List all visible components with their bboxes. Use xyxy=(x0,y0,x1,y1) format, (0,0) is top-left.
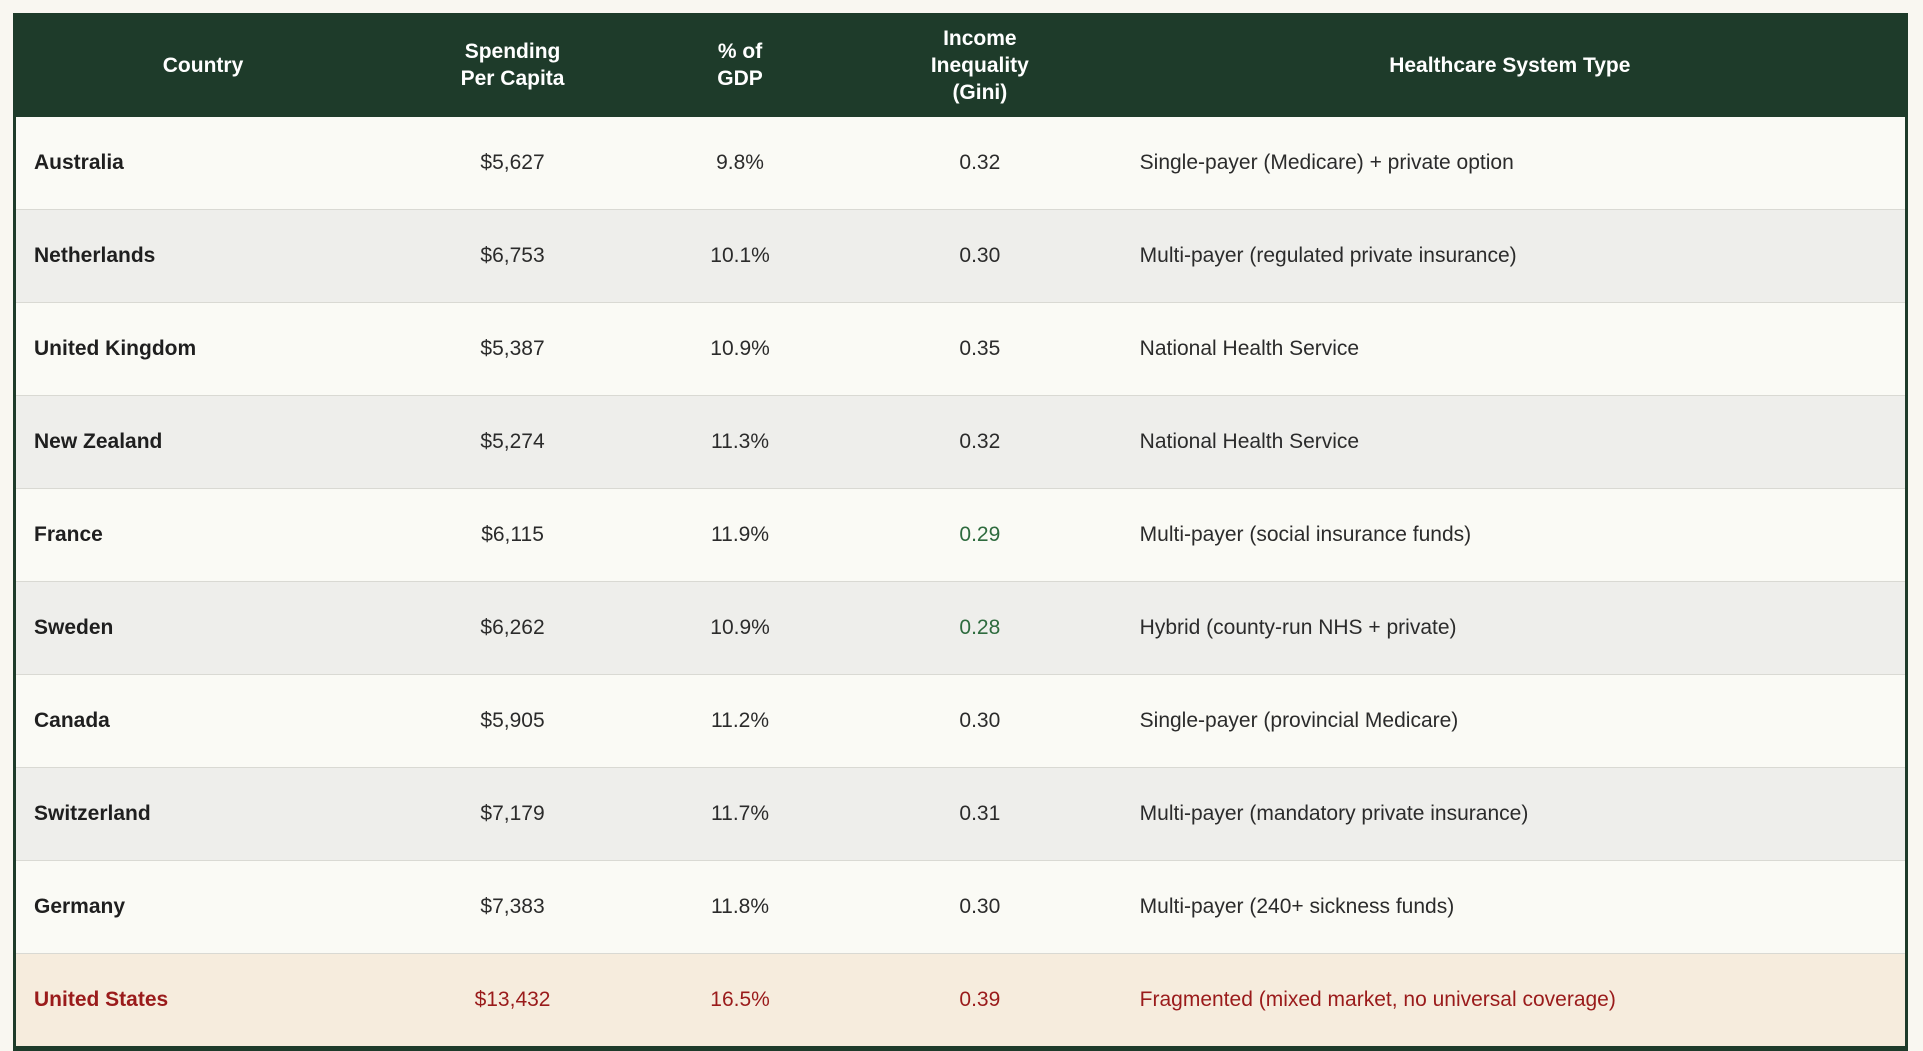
cell-system: Single-payer (provincial Medicare) xyxy=(1114,673,1907,768)
cell-gdp: 11.7% xyxy=(635,766,846,861)
cell-gini: 0.32 xyxy=(959,150,1001,174)
table-row: Switzerland $7,179 11.7% 0.31 Multi-payer (m… xyxy=(14,766,1907,861)
cell-gdp: 9.8% xyxy=(716,150,764,174)
cell-system: Fragmented (mixed market, no universal c… xyxy=(1114,952,1907,1049)
cell-gini: 0.30 xyxy=(845,673,1115,768)
table-row-highlight: United States $13,432 16.5% 0.39 Fragmented … xyxy=(14,952,1907,1049)
cell-gdp: 11.2% xyxy=(635,673,846,768)
cell-spending: $7,179 xyxy=(390,766,636,861)
cell-spending: $7,383 xyxy=(390,859,636,954)
table-row: France $6,115 11.9% 0.29 Multi-payer (social… xyxy=(14,487,1907,582)
cell-country: United Kingdom xyxy=(14,301,391,396)
cell-system: Multi-payer (mandatory private insurance… xyxy=(1114,766,1907,861)
cell-country: Switzerland xyxy=(14,766,391,861)
healthcare-comparison-table: Country Spending Per Capita % of GDP Inc… xyxy=(13,13,1908,1051)
table-row: Australia $5,627 9.8% 0.32 Single-payer (Med… xyxy=(14,116,1907,210)
cell-gini: 0.30 xyxy=(845,208,1115,303)
table-row: New Zealand $5,274 11.3% 0.32 National Healt… xyxy=(14,394,1907,489)
cell-system: Multi-payer (social insurance funds) xyxy=(1114,487,1907,582)
cell-spending: $6,753 xyxy=(390,208,636,303)
table-row: United Kingdom $5,387 10.9% 0.35 National He… xyxy=(14,301,1907,396)
header-gdp: % of GDP xyxy=(635,14,846,117)
cell-spending: $5,905 xyxy=(390,673,636,768)
table-row: Germany $7,383 11.8% 0.30 Multi-payer (240+ … xyxy=(14,859,1907,954)
cell-country: Sweden xyxy=(14,580,391,675)
table-body: Australia $5,627 9.8% 0.32 Single-payer (Med… xyxy=(14,116,1907,1049)
cell-country: Germany xyxy=(14,859,391,954)
cell-gdp: 10.9% xyxy=(635,580,846,675)
cell-gdp: 10.9% xyxy=(635,301,846,396)
cell-country: Australia xyxy=(34,150,124,174)
cell-spending: $5,274 xyxy=(390,394,636,489)
cell-gini: 0.30 xyxy=(845,859,1115,954)
cell-country: United States xyxy=(14,952,391,1049)
cell-gini: 0.39 xyxy=(845,952,1115,1049)
cell-country: Netherlands xyxy=(14,208,391,303)
cell-system: Hybrid (county-run NHS + private) xyxy=(1114,580,1907,675)
table-header: Country Spending Per Capita % of GDP Inc… xyxy=(14,14,1907,117)
cell-spending: $5,387 xyxy=(390,301,636,396)
header-row: Country Spending Per Capita % of GDP Inc… xyxy=(14,14,1907,117)
cell-spending: $13,432 xyxy=(390,952,636,1049)
cell-gdp: 11.9% xyxy=(635,487,846,582)
cell-gdp: 16.5% xyxy=(635,952,846,1049)
cell-gdp: 11.8% xyxy=(635,859,846,954)
table-row: Sweden $6,262 10.9% 0.28 Hybrid (county-run … xyxy=(14,580,1907,675)
header-spending: Spending Per Capita xyxy=(390,14,636,117)
cell-gini: 0.28 xyxy=(845,580,1115,675)
cell-gdp: 11.3% xyxy=(635,394,846,489)
cell-system: Single-payer (Medicare) + private option xyxy=(1139,150,1514,174)
cell-gini: 0.35 xyxy=(845,301,1115,396)
header-country: Country xyxy=(14,14,391,117)
cell-system: National Health Service xyxy=(1114,301,1907,396)
header-system: Healthcare System Type xyxy=(1114,14,1907,117)
cell-gini: 0.31 xyxy=(845,766,1115,861)
cell-country: France xyxy=(14,487,391,582)
cell-gini: 0.29 xyxy=(845,487,1115,582)
cell-spending: $6,115 xyxy=(390,487,636,582)
cell-spending: $6,262 xyxy=(390,580,636,675)
cell-system: National Health Service xyxy=(1114,394,1907,489)
cell-gdp: 10.1% xyxy=(635,208,846,303)
cell-system: Multi-payer (regulated private insurance… xyxy=(1114,208,1907,303)
cell-country: New Zealand xyxy=(14,394,391,489)
cell-spending: $5,627 xyxy=(480,150,545,174)
table-row: Netherlands $6,753 10.1% 0.30 Multi-payer (r… xyxy=(14,208,1907,303)
cell-country: Canada xyxy=(14,673,391,768)
cell-gini: 0.32 xyxy=(845,394,1115,489)
table-row: Canada $5,905 11.2% 0.30 Single-payer (provi… xyxy=(14,673,1907,768)
cell-system: Multi-payer (240+ sickness funds) xyxy=(1114,859,1907,954)
header-gini: Income Inequality (Gini) xyxy=(845,14,1115,117)
